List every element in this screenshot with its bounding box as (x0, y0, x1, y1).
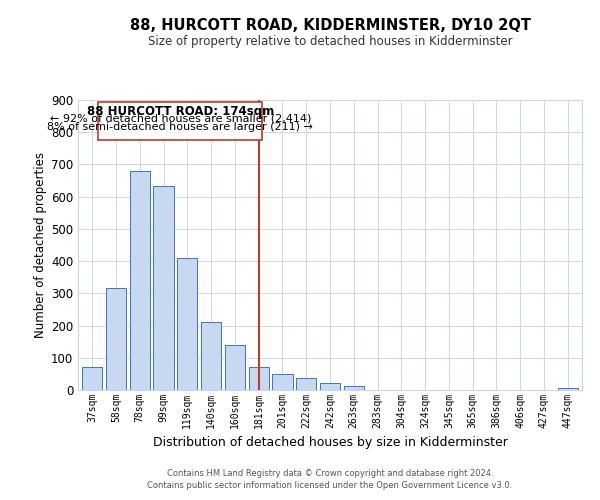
Bar (82, 367, 103, 390)
Bar (248, 368, 269, 390)
Bar (296, 378, 316, 390)
Bar (130, 170, 150, 390)
Text: Size of property relative to detached houses in Kidderminster: Size of property relative to detached ho… (148, 35, 512, 48)
Bar (557, 388, 578, 390)
Bar (272, 374, 293, 390)
Text: 88, HURCOTT ROAD, KIDDERMINSTER, DY10 2QT: 88, HURCOTT ROAD, KIDDERMINSTER, DY10 2Q… (130, 18, 530, 32)
Bar (154, 186, 173, 390)
Text: ← 92% of detached houses are smaller (2,414): ← 92% of detached houses are smaller (2,… (50, 114, 311, 124)
Bar (106, 288, 126, 390)
Text: Contains public sector information licensed under the Open Government Licence v3: Contains public sector information licen… (148, 481, 512, 490)
Bar (344, 386, 364, 390)
Text: Contains HM Land Registry data © Crown copyright and database right 2024.: Contains HM Land Registry data © Crown c… (167, 468, 493, 477)
Y-axis label: Number of detached properties: Number of detached properties (34, 152, 47, 338)
X-axis label: Distribution of detached houses by size in Kidderminster: Distribution of detached houses by size … (152, 436, 508, 450)
Text: 8% of semi-detached houses are larger (211) →: 8% of semi-detached houses are larger (2… (47, 122, 313, 132)
Text: 88 HURCOTT ROAD: 174sqm: 88 HURCOTT ROAD: 174sqm (86, 106, 274, 118)
FancyBboxPatch shape (98, 102, 262, 141)
Bar (177, 258, 197, 390)
Bar (320, 383, 340, 390)
Bar (201, 322, 221, 390)
Bar (225, 344, 245, 390)
